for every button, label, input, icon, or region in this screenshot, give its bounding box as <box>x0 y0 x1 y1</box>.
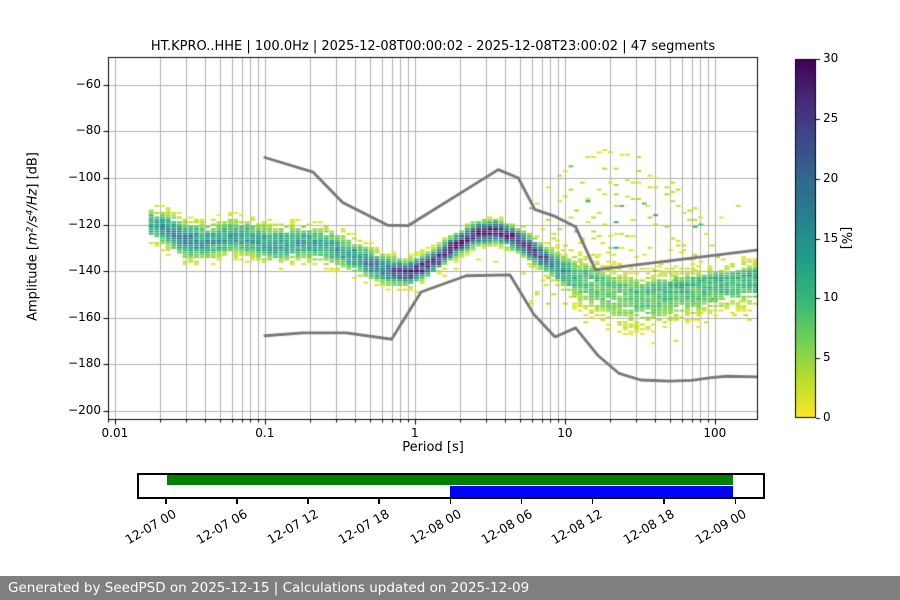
timeline-available-bar <box>167 475 734 485</box>
timeline-selected-bar <box>449 486 734 497</box>
timeline-tick <box>734 499 737 504</box>
x-axis-label: Period [s] <box>402 440 464 455</box>
y-tick-label: −200 <box>68 402 101 417</box>
y-tick-label: −100 <box>68 170 101 184</box>
x-tick-label: 0.1 <box>255 426 275 440</box>
y-tick-label: −80 <box>75 123 101 138</box>
y-tick-label: −60 <box>75 76 101 91</box>
timeline-tick <box>165 499 167 504</box>
y-tick-label: −180 <box>68 356 101 371</box>
timeline-tick <box>378 499 380 504</box>
timeline-tick <box>663 499 665 504</box>
colorbar-tick-label: 15 <box>823 230 839 245</box>
colorbar-tick-label: 25 <box>823 110 839 125</box>
x-tick-label: 10 <box>557 426 573 440</box>
x-tick-label: 100 <box>703 426 727 440</box>
colorbar-tick-label: 30 <box>823 51 839 65</box>
y-tick-label: −120 <box>68 216 101 231</box>
plot-title: HT.KPRO..HHE | 100.0Hz | 2025-12-08T00:0… <box>150 39 716 54</box>
x-tick-label: 0.01 <box>101 426 129 440</box>
x-tick-label: 1 <box>411 426 419 440</box>
colorbar-tick-label: 0 <box>823 410 831 424</box>
colorbar-tick-label: 5 <box>823 350 831 365</box>
timeline-availability-box <box>137 473 765 499</box>
colorbar-tick-label: 20 <box>823 170 839 185</box>
y-tick-label: −140 <box>68 263 101 278</box>
timeline-tick <box>520 499 523 504</box>
y-tick-label: −160 <box>68 309 101 324</box>
timeline-tick <box>236 499 238 504</box>
timeline-tick <box>307 499 309 504</box>
footer-text: Generated by SeedPSD on 2025-12-15 | Cal… <box>8 580 530 596</box>
timeline-tick <box>591 499 594 504</box>
footer-bar: Generated by SeedPSD on 2025-12-15 | Cal… <box>0 576 900 600</box>
timeline-tick <box>449 499 452 504</box>
colorbar-tick-label: 10 <box>823 290 839 305</box>
y-axis-label: Amplitude [m2/s4/Hz] [dB] <box>25 152 41 321</box>
colorbar-label: [%] <box>838 226 853 250</box>
